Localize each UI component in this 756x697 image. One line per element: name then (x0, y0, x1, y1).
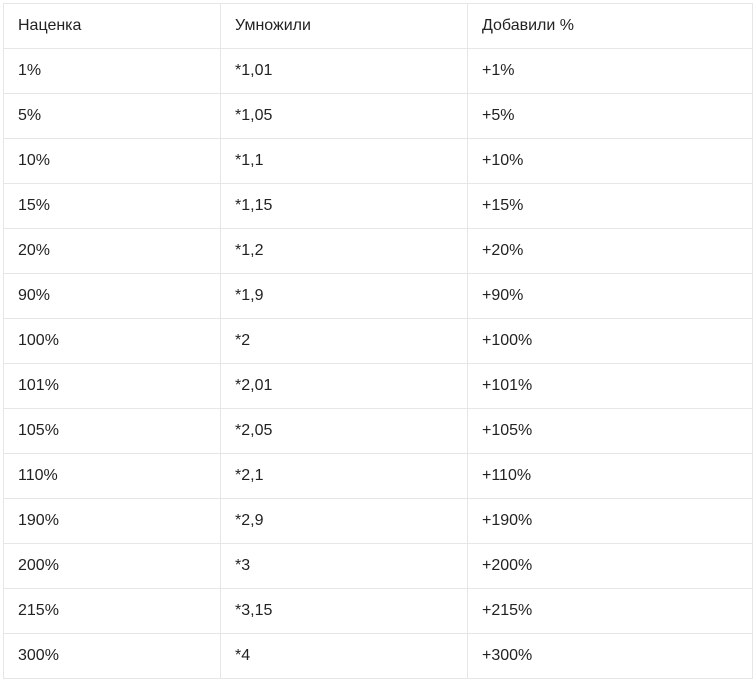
cell-added-percent: +10% (467, 138, 753, 184)
cell-added-percent: +190% (467, 498, 753, 544)
table-header: Наценка Умножили Добавили % (3, 3, 753, 49)
table-row: 101% *2,01 +101% (3, 363, 753, 409)
cell-added-percent: +215% (467, 588, 753, 634)
cell-multiplied: *1,2 (220, 228, 468, 274)
header-markup: Наценка (3, 3, 221, 49)
cell-markup: 90% (3, 273, 221, 319)
cell-multiplied: *1,1 (220, 138, 468, 184)
header-added-percent: Добавили % (467, 3, 753, 49)
cell-markup: 15% (3, 183, 221, 229)
table-row: 5% *1,05 +5% (3, 93, 753, 139)
table-row: 200% *3 +200% (3, 543, 753, 589)
cell-markup: 190% (3, 498, 221, 544)
table-row: 300% *4 +300% (3, 633, 753, 679)
table-row: 110% *2,1 +110% (3, 453, 753, 499)
cell-multiplied: *2,9 (220, 498, 468, 544)
table-body: 1% *1,01 +1% 5% *1,05 +5% 10% *1,1 +10% 15% *1,15 +… (3, 48, 753, 679)
cell-added-percent: +110% (467, 453, 753, 499)
cell-added-percent: +5% (467, 93, 753, 139)
cell-added-percent: +1% (467, 48, 753, 94)
cell-markup: 10% (3, 138, 221, 184)
table-row: 20% *1,2 +20% (3, 228, 753, 274)
table-row: 215% *3,15 +215% (3, 588, 753, 634)
cell-multiplied: *4 (220, 633, 468, 679)
cell-added-percent: +90% (467, 273, 753, 319)
cell-markup: 215% (3, 588, 221, 634)
table-row: 190% *2,9 +190% (3, 498, 753, 544)
cell-multiplied: *2,01 (220, 363, 468, 409)
markup-table: Наценка Умножили Добавили % 1% *1,01 +1% 5%… (3, 3, 753, 679)
cell-added-percent: +100% (467, 318, 753, 364)
table-row: 90% *1,9 +90% (3, 273, 753, 319)
cell-multiplied: *1,01 (220, 48, 468, 94)
table-row: 15% *1,15 +15% (3, 183, 753, 229)
cell-multiplied: *2,1 (220, 453, 468, 499)
cell-added-percent: +20% (467, 228, 753, 274)
cell-added-percent: +200% (467, 543, 753, 589)
cell-markup: 300% (3, 633, 221, 679)
markup-table-container: Наценка Умножили Добавили % 1% *1,01 +1% 5%… (3, 3, 753, 679)
cell-markup: 101% (3, 363, 221, 409)
header-multiplied: Умножили (220, 3, 468, 49)
header-row: Наценка Умножили Добавили % (3, 3, 753, 49)
cell-added-percent: +105% (467, 408, 753, 454)
cell-multiplied: *3,15 (220, 588, 468, 634)
cell-markup: 20% (3, 228, 221, 274)
cell-markup: 1% (3, 48, 221, 94)
cell-multiplied: *1,15 (220, 183, 468, 229)
cell-markup: 200% (3, 543, 221, 589)
cell-added-percent: +300% (467, 633, 753, 679)
cell-multiplied: *1,9 (220, 273, 468, 319)
cell-multiplied: *3 (220, 543, 468, 589)
cell-markup: 110% (3, 453, 221, 499)
cell-multiplied: *1,05 (220, 93, 468, 139)
cell-multiplied: *2 (220, 318, 468, 364)
cell-multiplied: *2,05 (220, 408, 468, 454)
cell-markup: 5% (3, 93, 221, 139)
cell-added-percent: +101% (467, 363, 753, 409)
table-row: 10% *1,1 +10% (3, 138, 753, 184)
cell-markup: 100% (3, 318, 221, 364)
table-row: 100% *2 +100% (3, 318, 753, 364)
table-row: 1% *1,01 +1% (3, 48, 753, 94)
cell-added-percent: +15% (467, 183, 753, 229)
cell-markup: 105% (3, 408, 221, 454)
table-row: 105% *2,05 +105% (3, 408, 753, 454)
